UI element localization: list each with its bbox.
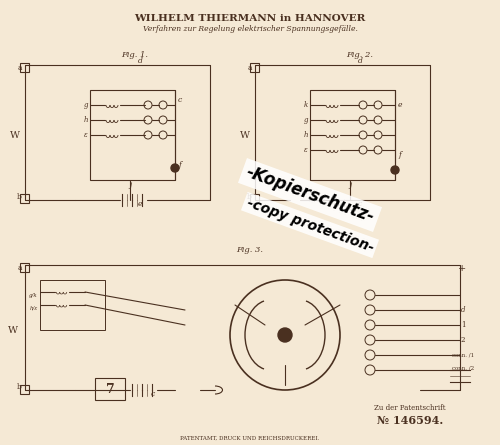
Text: e: e bbox=[398, 101, 402, 109]
Text: 2: 2 bbox=[461, 336, 465, 344]
Bar bbox=[20, 63, 29, 72]
Text: -copy protection-: -copy protection- bbox=[244, 195, 376, 255]
Text: № 146594.: № 146594. bbox=[377, 414, 443, 425]
Text: d: d bbox=[461, 306, 465, 314]
Text: c: c bbox=[151, 390, 155, 398]
Text: d: d bbox=[138, 57, 142, 65]
Text: f: f bbox=[398, 151, 402, 159]
Bar bbox=[40, 280, 105, 330]
Bar bbox=[250, 194, 259, 203]
Text: c: c bbox=[178, 96, 182, 104]
Text: PATENTAMT, DRUCK UND REICHSDRUCKEREI.: PATENTAMT, DRUCK UND REICHSDRUCKEREI. bbox=[180, 436, 320, 441]
Text: j: j bbox=[129, 181, 131, 189]
Bar bbox=[20, 263, 29, 272]
Text: b: b bbox=[17, 193, 22, 201]
Circle shape bbox=[171, 164, 179, 172]
Text: h/ε: h/ε bbox=[30, 306, 38, 311]
Text: a: a bbox=[248, 64, 252, 72]
Text: f: f bbox=[178, 161, 182, 169]
Text: a: a bbox=[18, 264, 22, 272]
Text: h: h bbox=[84, 116, 88, 124]
Text: Fig. 2.: Fig. 2. bbox=[346, 51, 374, 59]
Text: Fig. 3.: Fig. 3. bbox=[236, 246, 264, 254]
Text: g/k: g/k bbox=[29, 292, 38, 298]
Text: W: W bbox=[10, 130, 20, 139]
Text: Zu der Patentschrift: Zu der Patentschrift bbox=[374, 404, 446, 412]
Text: conn. /1: conn. /1 bbox=[452, 352, 474, 357]
Text: b: b bbox=[17, 383, 22, 391]
Bar bbox=[310, 90, 395, 180]
Text: g: g bbox=[84, 101, 88, 109]
Text: WILHELM THIERMANN in HANNOVER: WILHELM THIERMANN in HANNOVER bbox=[134, 13, 366, 23]
Bar bbox=[95, 378, 125, 400]
Circle shape bbox=[391, 166, 399, 174]
Text: a: a bbox=[18, 64, 22, 72]
Circle shape bbox=[278, 328, 292, 342]
Text: -Kopierschutz-: -Kopierschutz- bbox=[244, 163, 376, 227]
Text: h: h bbox=[304, 131, 308, 139]
Text: e: e bbox=[138, 200, 142, 208]
Text: j: j bbox=[349, 181, 351, 189]
Text: g: g bbox=[304, 116, 308, 124]
Text: +: + bbox=[458, 263, 466, 272]
Text: d: d bbox=[358, 57, 362, 65]
Bar bbox=[20, 385, 29, 394]
Text: Fig. 1.: Fig. 1. bbox=[122, 51, 148, 59]
Text: ε: ε bbox=[84, 131, 88, 139]
Text: Verfahren zur Regelung elektrischer Spannungsgefälle.: Verfahren zur Regelung elektrischer Span… bbox=[142, 25, 358, 33]
Bar bbox=[250, 63, 259, 72]
Text: W: W bbox=[8, 325, 18, 335]
Text: 1: 1 bbox=[461, 321, 465, 329]
Text: 7: 7 bbox=[106, 383, 114, 396]
Bar bbox=[20, 194, 29, 203]
Text: W: W bbox=[240, 130, 250, 139]
Text: c: c bbox=[358, 200, 362, 208]
Text: conn. /2: conn. /2 bbox=[452, 365, 474, 371]
Text: b: b bbox=[247, 193, 252, 201]
Text: k: k bbox=[304, 101, 308, 109]
Bar bbox=[90, 90, 175, 180]
Text: ε: ε bbox=[304, 146, 308, 154]
